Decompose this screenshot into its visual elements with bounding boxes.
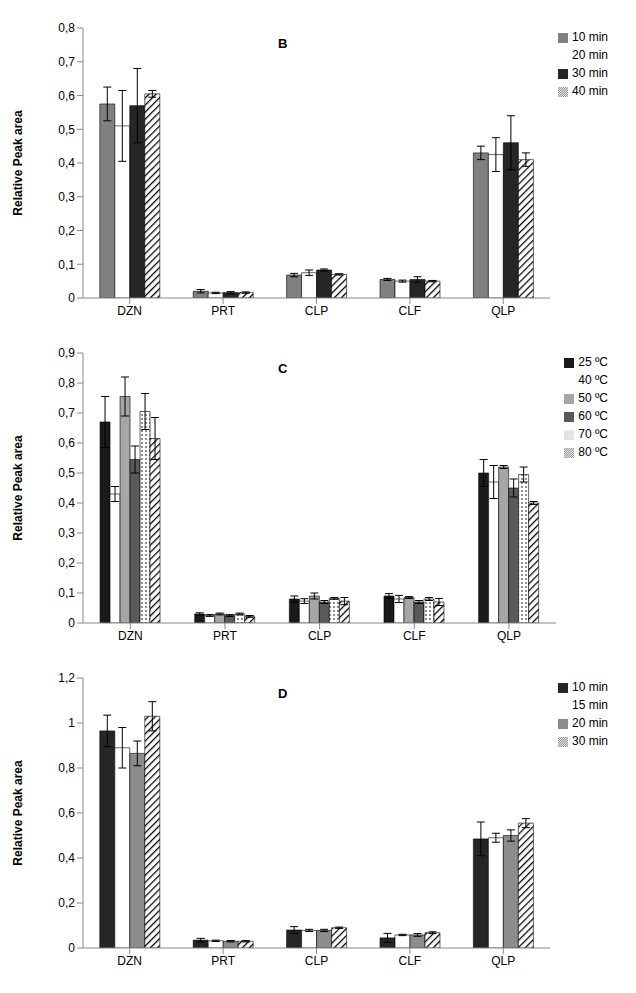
html-text:B: B [278, 36, 288, 51]
svg-text:CLP: CLP [305, 954, 328, 968]
svg-text:0,4: 0,4 [58, 496, 75, 510]
svg-text:CLF: CLF [403, 629, 426, 643]
svg-text:0,7: 0,7 [58, 406, 75, 420]
svg-text:CLF: CLF [399, 304, 422, 318]
svg-text:1: 1 [68, 716, 75, 730]
svg-text:PRT: PRT [211, 304, 235, 318]
html-text:20 min: 20 min [572, 48, 608, 62]
svg-text:QLP: QLP [491, 304, 515, 318]
html-text:30 min: 30 min [572, 66, 608, 80]
svg-text:Relative Peak area: Relative Peak area [11, 435, 25, 541]
html-text:20 min: 20 min [572, 716, 608, 730]
svg-text:0,2: 0,2 [58, 556, 75, 570]
svg-text:0,6: 0,6 [58, 806, 75, 820]
svg-text:PRT: PRT [211, 954, 235, 968]
svg-text:0: 0 [68, 616, 75, 630]
html-text:25 ºC: 25 ºC [578, 355, 608, 369]
svg-text:Relative Peak area: Relative Peak area [11, 110, 25, 216]
svg-text:0,8: 0,8 [58, 21, 75, 35]
svg-text:DZN: DZN [118, 629, 143, 643]
svg-text:0,9: 0,9 [58, 346, 75, 360]
svg-text:Relative Peak area: Relative Peak area [11, 760, 25, 866]
svg-text:DZN: DZN [117, 304, 142, 318]
svg-text:CLP: CLP [305, 304, 328, 318]
html-text:15 min: 15 min [572, 698, 608, 712]
svg-text:QLP: QLP [497, 629, 521, 643]
html-text:40 min: 40 min [572, 84, 608, 98]
html-text:30 min: 30 min [572, 734, 608, 748]
svg-text:0,5: 0,5 [58, 466, 75, 480]
svg-text:0,8: 0,8 [58, 761, 75, 775]
svg-text:0,2: 0,2 [58, 224, 75, 238]
svg-text:PRT: PRT [213, 629, 237, 643]
svg-text:0,4: 0,4 [58, 851, 75, 865]
svg-text:QLP: QLP [491, 954, 515, 968]
svg-text:1,2: 1,2 [58, 671, 75, 685]
html-text:40 ºC: 40 ºC [578, 373, 608, 387]
svg-text:0,6: 0,6 [58, 89, 75, 103]
html-text:D: D [278, 686, 288, 701]
svg-text:0,4: 0,4 [58, 156, 75, 170]
svg-text:0,2: 0,2 [58, 896, 75, 910]
svg-text:0,3: 0,3 [58, 190, 75, 204]
svg-text:0,1: 0,1 [58, 258, 75, 272]
svg-text:0,6: 0,6 [58, 436, 75, 450]
svg-text:DZN: DZN [117, 954, 142, 968]
html-text:60 ºC: 60 ºC [578, 409, 608, 423]
html-text:70 ºC: 70 ºC [578, 427, 608, 441]
svg-text:0: 0 [68, 291, 75, 305]
html-text:80 ºC: 80 ºC [578, 445, 608, 459]
svg-text:0,1: 0,1 [58, 586, 75, 600]
svg-text:CLP: CLP [308, 629, 331, 643]
svg-text:0,3: 0,3 [58, 526, 75, 540]
svg-text:CLF: CLF [399, 954, 422, 968]
html-text:10 min: 10 min [572, 30, 608, 44]
html-text:50 ºC: 50 ºC [578, 391, 608, 405]
html-text:C: C [278, 361, 288, 376]
svg-text:0: 0 [68, 941, 75, 955]
svg-text:0,7: 0,7 [58, 55, 75, 69]
html-text:10 min: 10 min [572, 680, 608, 694]
svg-text:0,8: 0,8 [58, 376, 75, 390]
svg-text:0,5: 0,5 [58, 123, 75, 137]
